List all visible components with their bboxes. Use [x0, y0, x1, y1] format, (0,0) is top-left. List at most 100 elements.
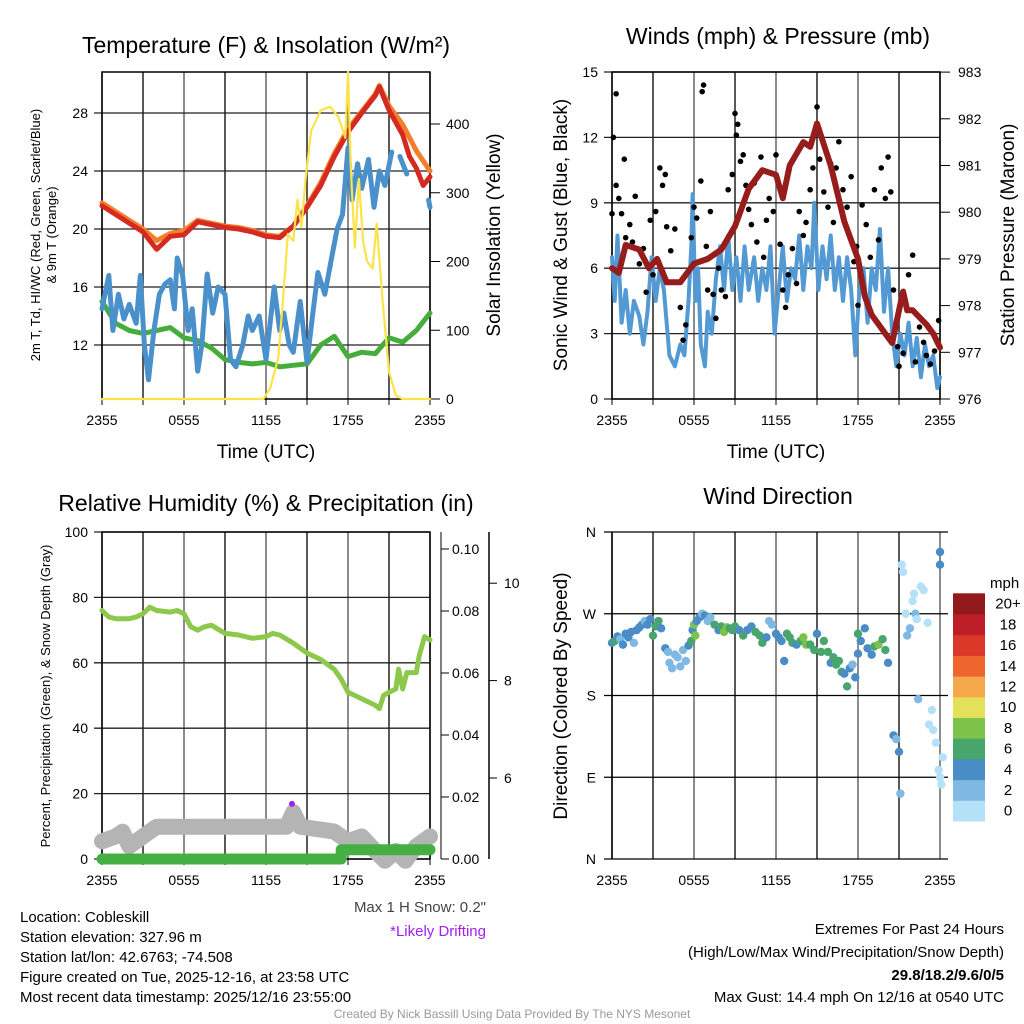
direction-tick-label: E — [587, 769, 596, 785]
y-tick-label: 28 — [72, 105, 88, 121]
gust-point — [647, 217, 654, 224]
colorbar-swatch — [953, 758, 985, 781]
gust-point — [878, 165, 885, 171]
gust-point — [905, 271, 912, 278]
wind-direction-point — [935, 547, 945, 557]
gust-point — [626, 221, 633, 228]
gust-point — [882, 195, 889, 202]
wind-direction-point — [851, 673, 860, 682]
winds-ylabel: Sonic Wind & Gust (Blue, Black) — [551, 99, 572, 371]
wind-direction-point — [905, 624, 915, 633]
extremes-values: 29.8/18.2/9.6/0/5 — [891, 967, 1004, 984]
time-tick-label: 1155 — [251, 412, 281, 428]
gust-point — [613, 91, 619, 97]
gust-point — [894, 343, 901, 350]
gust-point — [807, 186, 813, 193]
colorbar-swatch — [953, 779, 985, 801]
gust-point — [836, 138, 842, 145]
colorbar-label: 12 — [1000, 678, 1017, 695]
solar-tick-label: 200 — [446, 254, 470, 270]
wind-direction-point — [860, 624, 870, 633]
temperature-ylabel: 2m T, Td, HI/WC (Red, Green, Scarlet/Blu… — [28, 109, 43, 361]
gust-point — [616, 195, 622, 202]
gust-point — [766, 195, 772, 202]
gust-point — [710, 291, 716, 298]
wind-direction-point — [706, 613, 715, 622]
colorbar-swatch — [953, 676, 985, 698]
gust-point — [652, 208, 659, 215]
time-tick-label: 1755 — [332, 872, 363, 888]
colorbar-label: 10 — [1000, 699, 1017, 716]
colorbar-label: 2 — [1004, 782, 1012, 799]
gust-point — [657, 165, 663, 171]
colorbar-label: 18 — [1000, 616, 1017, 633]
series-rh — [99, 604, 433, 712]
colorbar-label: 16 — [1000, 637, 1017, 654]
gust-point — [855, 302, 861, 309]
gust-point — [663, 223, 670, 230]
series-sonic-wind — [610, 192, 942, 391]
wind-direction-point — [823, 647, 833, 657]
colorbar-label: 0 — [1004, 803, 1012, 820]
series-solar — [100, 70, 432, 401]
y-tick-label: 15 — [582, 64, 598, 80]
gust-point — [733, 132, 740, 139]
gust-point — [688, 234, 695, 241]
wind-direction-point — [853, 629, 863, 638]
series-dewpoint — [99, 299, 433, 370]
wind-direction-point — [867, 650, 876, 659]
time-tick-label: 0555 — [678, 412, 709, 428]
colorbar-label: 20+ — [995, 596, 1021, 613]
gust-point — [713, 315, 719, 322]
precip-tick-label: 0.04 — [452, 727, 479, 743]
wind-direction-point — [937, 780, 946, 789]
wind-direction-point — [935, 560, 945, 569]
colorbar-swatch — [953, 717, 985, 739]
gust-point — [707, 208, 714, 215]
gust-point — [677, 304, 684, 311]
y-tick-label: 12 — [72, 337, 88, 353]
y-tick-label: 0 — [590, 391, 598, 407]
time-tick-label: 0555 — [168, 412, 199, 428]
precip-tick-label: 0.08 — [452, 603, 479, 619]
wind-direction-point — [646, 615, 655, 624]
wind-direction-panel: Wind Direction Direction (Colored By Spe… — [551, 483, 1021, 888]
wind-direction-point — [934, 765, 943, 775]
y-tick-label: 6 — [590, 260, 598, 276]
wind-direction-point — [883, 658, 893, 667]
colorbar-swatch — [953, 655, 985, 677]
wind-direction-point — [834, 656, 844, 666]
location: Location: Cobleskill — [20, 909, 149, 926]
time-tick-label: 2355 — [924, 412, 955, 428]
time-tick-label: 1755 — [842, 412, 873, 428]
gust-point — [810, 165, 816, 171]
gust-point — [699, 88, 705, 95]
y-tick-label: 24 — [72, 163, 88, 179]
gust-point — [703, 243, 710, 250]
wind-direction-point — [762, 633, 771, 642]
recent-timestamp: Most recent data timestamp: 2025/12/16 2… — [20, 989, 351, 1006]
gust-point — [659, 182, 666, 189]
pressure-tick-label: 976 — [958, 391, 982, 407]
solar-tick-label: 300 — [446, 185, 470, 201]
y-tick-label: 16 — [72, 279, 88, 295]
time-tick-label: 0555 — [168, 872, 199, 888]
y-tick-label: 9 — [590, 195, 598, 211]
pressure-tick-label: 981 — [958, 158, 982, 174]
humidity-ylabel: Percent, Precipitation (Green), & Snow D… — [38, 545, 53, 848]
gust-point — [814, 104, 820, 110]
humidity-panel: Relative Humidity (%) & Precipitation (i… — [38, 490, 520, 940]
y-tick-label: 60 — [72, 655, 88, 671]
wind-direction-point — [853, 649, 863, 658]
wind-direction-point — [681, 656, 690, 666]
snow-tick-label: 10 — [504, 575, 520, 591]
colorbar-label: 4 — [1004, 761, 1012, 778]
wind-direction-point — [767, 620, 777, 629]
solar-ylabel: Solar Insolation (Yellow) — [484, 133, 505, 336]
precip-tick-label: 0.06 — [452, 665, 479, 681]
temperature-title: Temperature (F) & Insolation (W/m²) — [82, 32, 450, 58]
gust-point — [923, 352, 930, 359]
time-tick-label: 1155 — [761, 872, 791, 888]
wind-direction-point — [928, 725, 938, 735]
